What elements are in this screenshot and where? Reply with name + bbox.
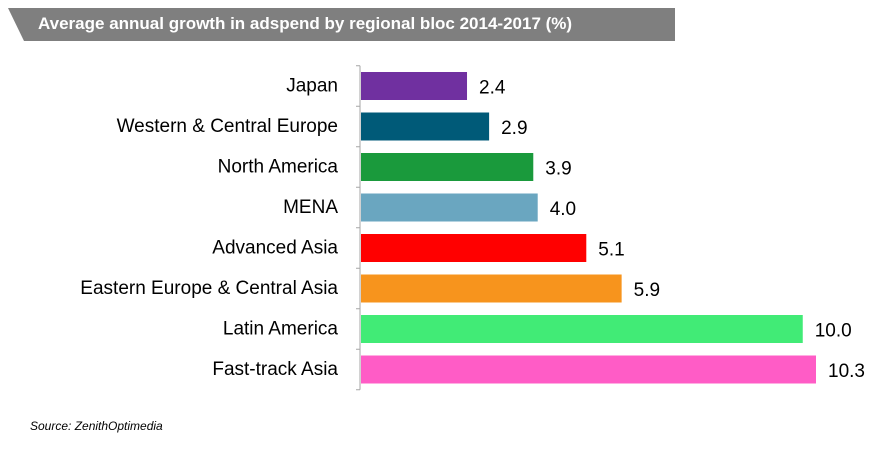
bar <box>361 72 468 100</box>
category-label: Western & Central Europe <box>117 116 338 137</box>
category-label: Advanced Asia <box>212 238 338 259</box>
value-label: 2.4 <box>479 78 506 99</box>
source-note: Source: ZenithOptimedia <box>30 419 163 433</box>
bar <box>361 153 534 181</box>
value-label: 2.9 <box>501 118 527 139</box>
bar <box>361 315 803 343</box>
value-label: 5.9 <box>634 280 660 301</box>
value-label: 5.1 <box>598 240 624 261</box>
value-label: 10.0 <box>815 321 852 342</box>
bar <box>361 234 587 262</box>
bar <box>361 274 622 303</box>
category-label: Japan <box>286 76 338 97</box>
category-label: Fast-track Asia <box>212 359 338 380</box>
category-label: Latin America <box>223 319 339 340</box>
value-label: 3.9 <box>545 159 571 180</box>
category-label: Eastern Europe & Central Asia <box>80 278 338 299</box>
bar <box>361 355 816 384</box>
category-label: MENA <box>283 197 338 218</box>
category-label: North America <box>218 157 339 178</box>
bar <box>361 193 538 222</box>
value-label: 10.3 <box>828 361 865 382</box>
chart-title: Average annual growth in adspend by regi… <box>38 14 573 33</box>
bar <box>361 112 490 141</box>
value-label: 4.0 <box>550 199 576 220</box>
chart-title-banner: Average annual growth in adspend by regi… <box>8 8 675 41</box>
